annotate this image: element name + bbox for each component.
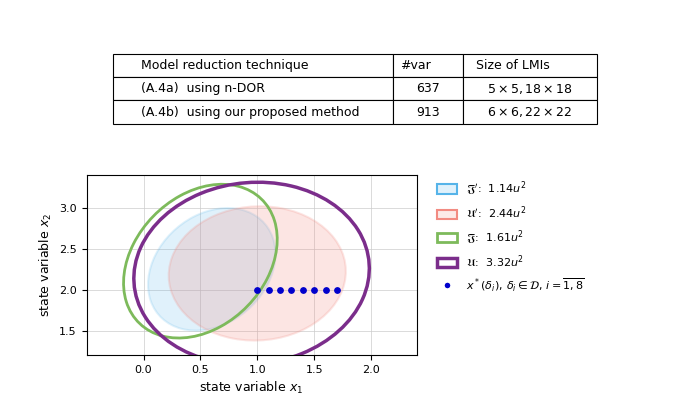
Point bbox=[263, 286, 274, 293]
Point bbox=[331, 286, 342, 293]
Point bbox=[297, 286, 308, 293]
Legend: $\mathfrak{J}'$:  $1.14u^2$, $\mathfrak{U}'$:  $2.44u^2$, $\mathfrak{J}$:  $1.61: $\mathfrak{J}'$: $1.14u^2$, $\mathfrak{U… bbox=[435, 177, 587, 296]
Point bbox=[320, 286, 331, 293]
Point bbox=[308, 286, 319, 293]
Point bbox=[252, 286, 263, 293]
Point bbox=[274, 286, 286, 293]
Ellipse shape bbox=[168, 206, 346, 340]
X-axis label: state variable $x_1$: state variable $x_1$ bbox=[200, 380, 304, 397]
Ellipse shape bbox=[148, 208, 276, 331]
Point bbox=[286, 286, 297, 293]
Y-axis label: state variable $x_2$: state variable $x_2$ bbox=[37, 213, 53, 317]
